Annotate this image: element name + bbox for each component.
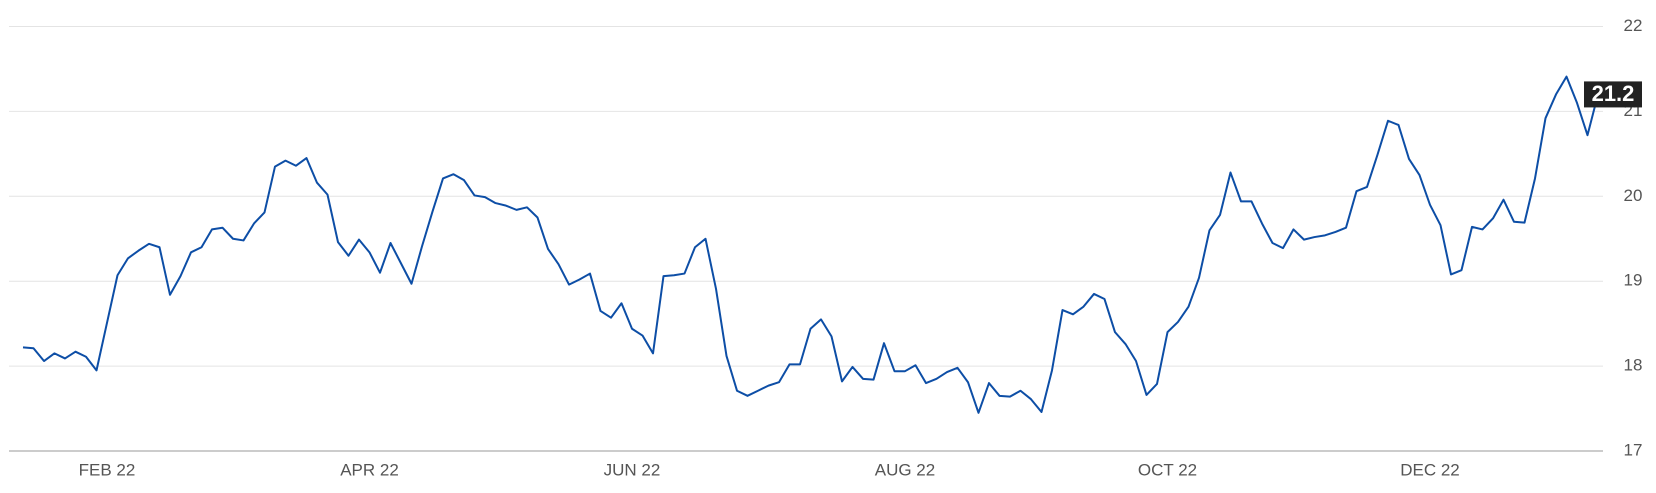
x-tick-label: APR 22 [340, 460, 399, 479]
price-line [22, 75, 1599, 414]
last-value-badge: 21.2 [1584, 81, 1642, 108]
x-tick-label: JUN 22 [604, 460, 661, 479]
x-tick-label: AUG 22 [875, 460, 935, 479]
x-tick-label: DEC 22 [1400, 460, 1460, 479]
y-tick-label: 17 [1624, 440, 1643, 459]
y-tick-label: 18 [1624, 356, 1643, 375]
last-value-label: 21.2 [1592, 81, 1635, 106]
y-tick-label: 22 [1624, 16, 1643, 35]
x-tick-label: OCT 22 [1138, 460, 1197, 479]
y-tick-label: 19 [1624, 271, 1643, 290]
y-tick-label: 20 [1624, 186, 1643, 205]
x-tick-label: FEB 22 [79, 460, 136, 479]
last-value-box [1584, 81, 1642, 108]
